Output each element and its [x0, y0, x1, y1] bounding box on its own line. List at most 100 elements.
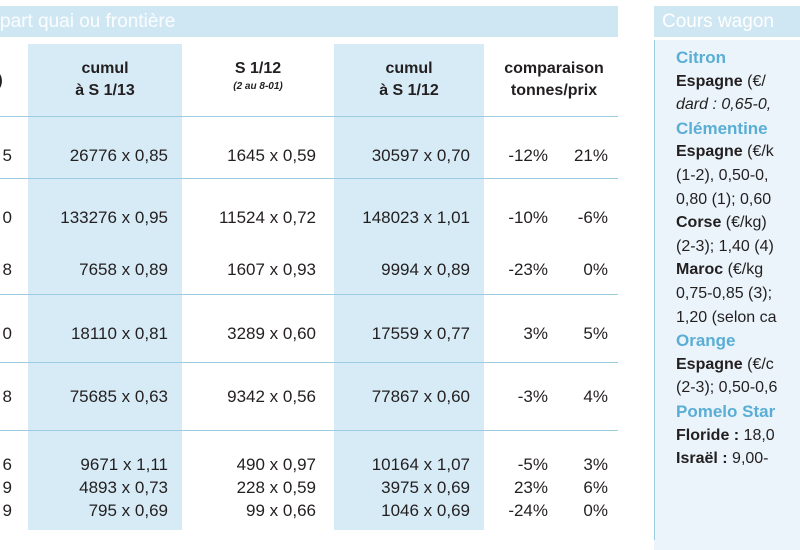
table-cell: 795 x 0,69 [88, 501, 168, 520]
table-row: 0 18110 x 0,81 3289 x 0,60 17559 x 0,77 3% 5% [0, 322, 618, 346]
table-cell: 3% [583, 455, 608, 474]
table-cell: 0 [2, 324, 12, 343]
table-cell: 5% [583, 324, 608, 343]
table-cell: 18110 x 0,81 [70, 324, 168, 343]
row-divider [0, 362, 618, 363]
table-cell: 3% [523, 324, 548, 343]
row-divider [0, 178, 618, 179]
table-title-bar: part quai ou frontière [0, 6, 618, 37]
table-row: 9 795 x 0,69 99 x 0,66 1046 x 0,69 -24% 0% [0, 499, 618, 523]
row-divider [0, 294, 618, 295]
table-cell: 9671 x 1,11 [80, 455, 168, 474]
price-line: (2-3); 1,40 (4) [676, 238, 774, 255]
price-text: (€/ [742, 73, 766, 90]
column-header-cumul-s1-12: cumul à S 1/12 [334, 58, 484, 102]
price-text: 9,00- [727, 450, 769, 467]
table-cell: 5 [2, 146, 12, 165]
row-divider [0, 430, 618, 431]
column-shade-cumul-s1-12 [334, 44, 484, 530]
fruit-heading: Pomelo Star [676, 402, 776, 421]
header-line2: tonnes/prix [510, 82, 598, 99]
right-panel-border [654, 40, 655, 540]
table-cell: 3289 x 0,60 [227, 324, 316, 343]
price-text: 18,0 [739, 427, 775, 444]
right-panel-title-bar: Cours wagon [654, 6, 800, 37]
table-cell: 6 [2, 455, 12, 474]
table-cell: -12% [508, 146, 548, 165]
column-header-cumul-s1-13: cumul à S 1/13 [28, 58, 182, 102]
origin-label: Corse [676, 214, 722, 231]
right-panel-title: Cours wagon [662, 11, 774, 32]
price-line: (1-2), 0,50-0, [676, 167, 769, 184]
table-cell: 1046 x 0,69 [381, 501, 470, 520]
table-row: 9 4893 x 0,73 228 x 0,59 3975 x 0,69 23% 6% [0, 476, 618, 500]
price-line: dard : 0,65-0, [676, 96, 772, 113]
price-line: (2-3); 0,50-0,6 [676, 379, 778, 396]
column-header-comparaison: comparaison tonnes/prix [490, 58, 618, 102]
table-cell: 0% [583, 260, 608, 279]
price-line: 0,80 (1); 0,60 [676, 191, 772, 208]
table-cell: 8 [2, 260, 12, 279]
origin-label: Espagne [676, 356, 743, 373]
table-cell: 21% [573, 146, 608, 165]
price-text: (€/k [742, 143, 774, 160]
table-cell: 6% [583, 478, 608, 497]
price-text: (€/c [742, 356, 774, 373]
header-divider [0, 116, 618, 117]
price-line: Israël : 9,00- [676, 448, 769, 470]
price-line: Maroc (€/kg [676, 259, 763, 281]
table-cell: -24% [508, 501, 548, 520]
origin-label: Maroc [676, 261, 724, 278]
table-cell: 0 [2, 208, 12, 227]
table-cell: 1645 x 0,59 [227, 146, 316, 165]
header-line1: S 1/12 [234, 60, 282, 77]
price-text: (€/kg [723, 261, 764, 278]
price-text: (€/kg) [721, 214, 767, 231]
fruit-heading: Citron [676, 48, 727, 67]
table-cell: 26776 x 0,85 [69, 146, 168, 165]
table-cell: 133276 x 0,95 [60, 208, 168, 227]
table-row: 0 133276 x 0,95 11524 x 0,72 148023 x 1,01 -… [0, 206, 618, 230]
header-line2: à S 1/12 [379, 82, 439, 99]
table-row: 6 9671 x 1,11 490 x 0,97 10164 x 1,07 -5% 3% [0, 453, 618, 477]
column-header-0-text: ) [0, 72, 3, 89]
table-cell: 23% [513, 478, 548, 497]
table-cell: 75685 x 0,63 [69, 387, 168, 406]
price-line: Espagne (€/k [676, 141, 774, 163]
table-row: 8 7658 x 0,89 1607 x 0,93 9994 x 0,89 -23% 0% [0, 258, 618, 282]
table-cell: 17559 x 0,77 [371, 324, 470, 343]
column-header-s1-12: S 1/12 (2 au 8-01) [190, 58, 326, 94]
origin-label: Espagne [676, 143, 743, 160]
header-line1: comparaison [504, 60, 604, 77]
table-cell: 77867 x 0,60 [371, 387, 470, 406]
price-line: Espagne (€/c [676, 354, 774, 376]
fruit-heading: Orange [676, 331, 736, 350]
table-cell: 8 [2, 387, 12, 406]
origin-label: Israël : [676, 450, 728, 467]
header-line1: cumul [81, 60, 129, 77]
price-line: Espagne (€/ [676, 71, 766, 93]
table-cell: -5% [517, 455, 548, 474]
table-cell: -6% [577, 208, 608, 227]
table-cell: 9 [2, 501, 12, 520]
table-row: 8 75685 x 0,63 9342 x 0,56 77867 x 0,60 -3% 4… [0, 385, 618, 409]
price-line: Corse (€/kg) [676, 212, 767, 234]
table-cell: 11524 x 0,72 [218, 208, 316, 227]
table-cell: 3975 x 0,69 [381, 478, 470, 497]
origin-label: Espagne [676, 73, 743, 90]
table-cell: 7658 x 0,89 [79, 260, 168, 279]
column-header-0: ) [0, 70, 6, 92]
table-title: part quai ou frontière [0, 11, 176, 32]
price-line: 1,20 (selon ca [676, 309, 777, 326]
column-shade-cumul-s1-13 [28, 44, 182, 530]
table-cell: 1607 x 0,93 [227, 260, 316, 279]
table-cell: -23% [508, 260, 548, 279]
table-cell: -3% [517, 387, 548, 406]
header-line2: à S 1/13 [75, 82, 135, 99]
price-line: Floride : 18,0 [676, 425, 775, 447]
table-cell: 228 x 0,59 [236, 478, 316, 497]
price-line: 0,75-0,85 (3); [676, 285, 773, 302]
header-line1: cumul [385, 60, 433, 77]
table-row: 5 26776 x 0,85 1645 x 0,59 30597 x 0,70 -12%… [0, 144, 618, 168]
table-cell: 4893 x 0,73 [79, 478, 168, 497]
